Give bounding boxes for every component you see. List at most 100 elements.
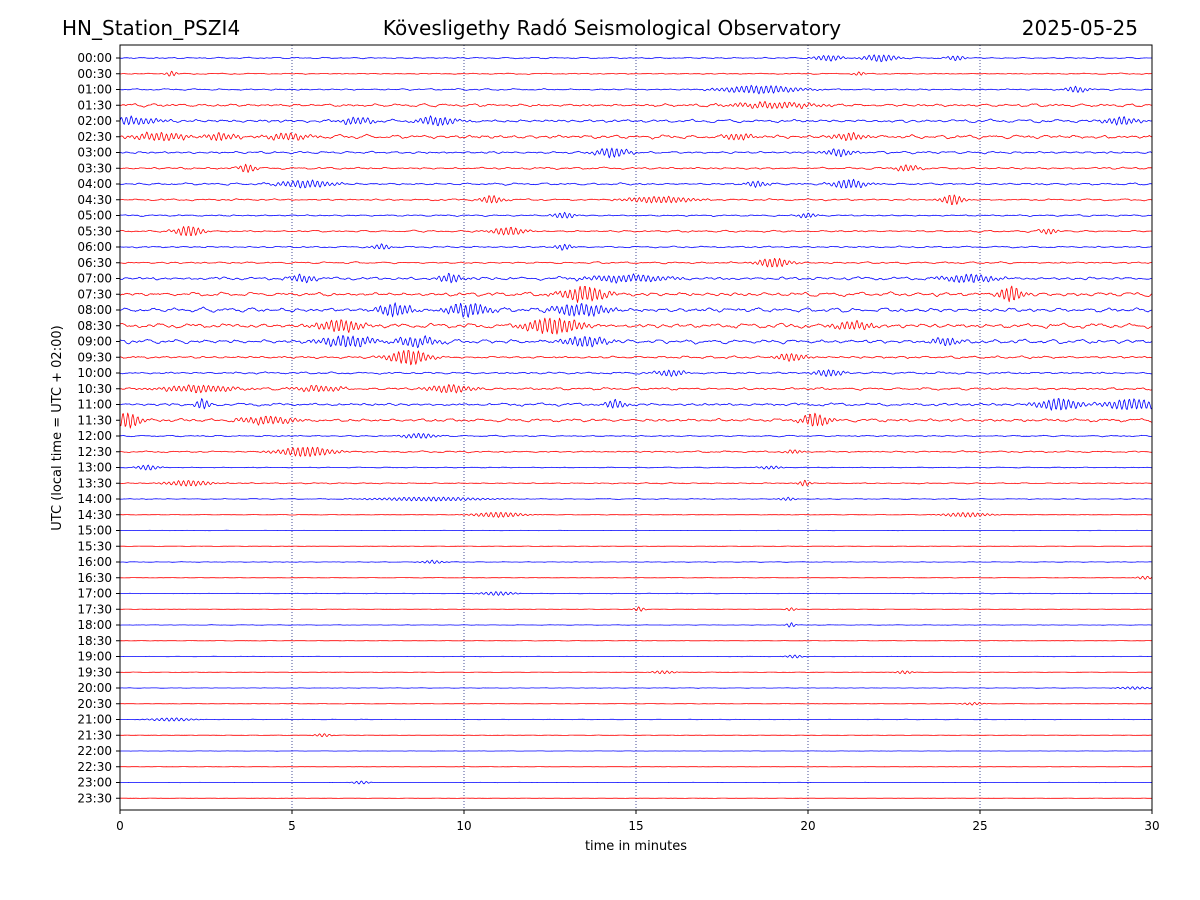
trace-30 <box>120 529 1153 532</box>
y-tick-label-34: 17:00 <box>77 587 112 601</box>
trace-18 <box>119 335 1152 349</box>
trace-3 <box>119 100 1153 109</box>
trace-19 <box>120 349 1153 366</box>
trace-11 <box>119 225 1153 237</box>
y-tick-label-10: 05:00 <box>77 209 112 223</box>
y-tick-label-32: 16:00 <box>77 555 112 569</box>
y-tick-label-17: 08:30 <box>77 319 112 333</box>
trace-1 <box>119 70 1153 77</box>
trace-2 <box>119 84 1153 95</box>
y-tick-label-29: 14:30 <box>77 508 112 522</box>
x-tick-label-0: 0 <box>116 819 124 833</box>
y-tick-label-24: 12:00 <box>77 429 112 443</box>
trace-34 <box>119 591 1152 596</box>
trace-0 <box>119 54 1152 63</box>
y-tick-label-46: 23:00 <box>77 776 112 790</box>
trace-20 <box>119 369 1153 378</box>
trace-26 <box>119 464 1153 471</box>
y-tick-label-1: 00:30 <box>77 67 112 81</box>
trace-24 <box>119 432 1153 439</box>
y-tick-label-47: 23:30 <box>77 791 112 805</box>
y-tick-label-42: 21:00 <box>77 713 112 727</box>
x-tick-label-10: 10 <box>456 819 471 833</box>
y-tick-label-36: 18:00 <box>77 618 112 632</box>
trace-39 <box>120 670 1153 675</box>
trace-9 <box>119 194 1152 206</box>
y-tick-label-11: 05:30 <box>77 224 112 238</box>
trace-37 <box>119 640 1152 642</box>
y-tick-label-20: 10:00 <box>77 366 112 380</box>
trace-46 <box>119 780 1153 785</box>
trace-28 <box>120 496 1153 502</box>
y-tick-label-37: 18:30 <box>77 634 112 648</box>
y-tick-label-39: 19:30 <box>77 665 112 679</box>
trace-7 <box>119 163 1153 173</box>
x-tick-label-25: 25 <box>972 819 987 833</box>
trace-10 <box>119 211 1153 219</box>
trace-14 <box>119 272 1153 284</box>
y-tick-label-41: 20:30 <box>77 697 112 711</box>
y-tick-label-4: 02:00 <box>77 114 112 128</box>
x-tick-label-20: 20 <box>800 819 815 833</box>
trace-29 <box>120 511 1152 518</box>
observatory-title: Kövesligethy Radó Seismological Observat… <box>382 16 842 40</box>
trace-43 <box>120 733 1152 738</box>
y-tick-label-28: 14:00 <box>77 492 112 506</box>
trace-35 <box>119 606 1152 612</box>
y-axis-label: UTC (local time = UTC + 02:00) <box>50 325 65 530</box>
y-tick-label-35: 17:30 <box>77 602 112 616</box>
trace-23 <box>119 412 1152 429</box>
y-tick-label-18: 09:00 <box>77 335 112 349</box>
y-tick-label-19: 09:30 <box>77 350 112 364</box>
trace-15 <box>119 285 1153 303</box>
trace-31 <box>120 545 1152 547</box>
trace-27 <box>119 479 1152 487</box>
y-tick-label-40: 20:00 <box>77 681 112 695</box>
y-tick-label-33: 16:30 <box>77 571 112 585</box>
y-tick-label-3: 01:30 <box>77 98 112 112</box>
y-tick-label-23: 11:30 <box>77 413 112 427</box>
trace-12 <box>119 243 1153 251</box>
y-tick-label-8: 04:00 <box>77 177 112 191</box>
y-tick-label-15: 07:30 <box>77 287 112 301</box>
y-tick-label-31: 15:30 <box>77 539 112 553</box>
y-tick-label-13: 06:30 <box>77 256 112 270</box>
y-tick-label-16: 08:00 <box>77 303 112 317</box>
trace-8 <box>119 178 1153 189</box>
trace-5 <box>119 131 1153 142</box>
x-tick-label-15: 15 <box>628 819 643 833</box>
y-tick-label-6: 03:00 <box>77 146 112 160</box>
y-tick-label-25: 12:30 <box>77 445 112 459</box>
y-tick-label-38: 19:00 <box>77 650 112 664</box>
trace-17 <box>119 317 1153 335</box>
traces <box>119 54 1153 799</box>
x-tick-label-5: 5 <box>288 819 296 833</box>
y-tick-label-26: 13:00 <box>77 461 112 475</box>
trace-6 <box>119 147 1153 159</box>
x-axis-label: time in minutes <box>585 839 687 854</box>
y-tick-label-44: 22:00 <box>77 744 112 758</box>
trace-13 <box>119 257 1153 268</box>
station-title: HN_Station_PSZI4 <box>62 16 241 40</box>
trace-33 <box>120 575 1153 580</box>
y-tick-label-22: 11:00 <box>77 398 112 412</box>
date-title: 2025-05-25 <box>1021 16 1138 40</box>
x-tick-label-30: 30 <box>1144 819 1159 833</box>
trace-41 <box>120 702 1153 706</box>
y-tick-label-21: 10:30 <box>77 382 112 396</box>
y-tick-label-9: 04:30 <box>77 193 112 207</box>
trace-21 <box>119 384 1153 394</box>
y-tick-label-30: 15:00 <box>77 524 112 538</box>
y-tick-label-2: 01:00 <box>77 83 112 97</box>
trace-38 <box>120 654 1153 659</box>
y-tick-label-43: 21:30 <box>77 728 112 742</box>
trace-16 <box>119 302 1152 318</box>
trace-25 <box>119 446 1153 458</box>
trace-40 <box>120 686 1153 690</box>
y-tick-label-14: 07:00 <box>77 272 112 286</box>
y-tick-label-7: 03:30 <box>77 161 112 175</box>
trace-4 <box>119 115 1153 127</box>
x-ticks: 0 5 10 15 20 25 30 <box>116 810 1160 833</box>
